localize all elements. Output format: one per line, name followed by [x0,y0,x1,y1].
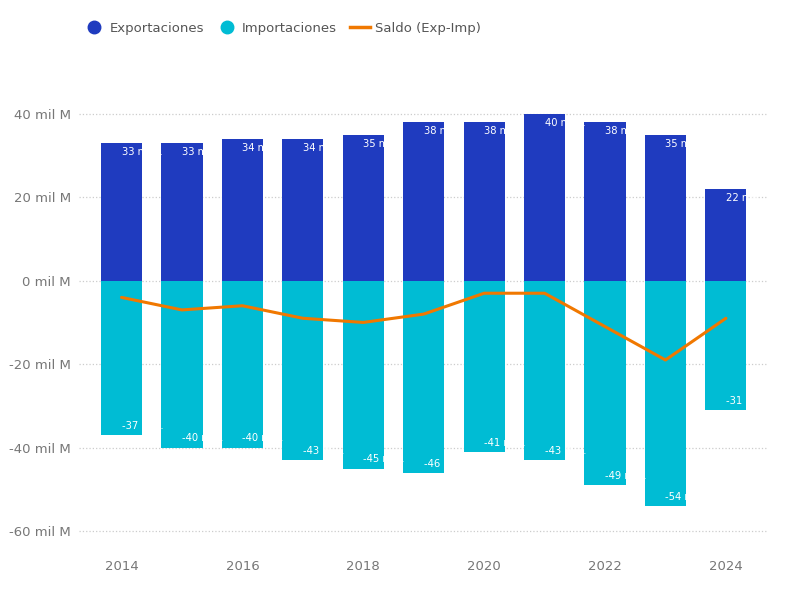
Bar [584,122,626,281]
Text: -54 mi...: -54 mi... [665,492,707,502]
Text: -41 mi...: -41 mi... [484,437,526,448]
Bar [706,281,747,410]
Bar [584,281,626,485]
Bar [282,139,323,281]
Bar [403,281,444,473]
Text: -46 mi...: -46 mi... [424,458,466,469]
Bar [222,139,263,281]
Bar [403,122,444,281]
Text: -31 mi...: -31 mi... [726,396,767,406]
Bar [101,281,142,435]
Bar [162,281,203,448]
Text: 35 mil...: 35 mil... [665,139,706,149]
Text: 35 mil...: 35 mil... [364,139,404,149]
Bar [524,281,565,460]
Text: 34 mil...: 34 mil... [242,143,284,153]
Bar [101,143,142,281]
Text: -49 mi...: -49 mi... [605,471,647,481]
Text: -40 mi...: -40 mi... [182,433,223,443]
Text: 22 mil...: 22 mil... [726,193,767,203]
Text: 33 mil...: 33 mil... [121,147,162,157]
Legend: Exportaciones, Importaciones, Saldo (Exp-Imp): Exportaciones, Importaciones, Saldo (Exp… [79,16,486,40]
Bar [463,122,505,281]
Text: 38 mil...: 38 mil... [484,126,525,136]
Text: 38 mil...: 38 mil... [424,126,464,136]
Bar [162,143,203,281]
Text: 33 mil...: 33 mil... [182,147,223,157]
Bar [222,281,263,448]
Text: -43 mi...: -43 mi... [545,446,586,456]
Bar [524,114,565,281]
Text: -40 mi...: -40 mi... [242,433,284,443]
Text: 34 mil...: 34 mil... [303,143,344,153]
Text: -43 mi...: -43 mi... [303,446,345,456]
Bar [645,281,686,506]
Bar [343,134,384,281]
Bar [706,189,747,281]
Text: -37 mi...: -37 mi... [121,421,163,431]
Bar [463,281,505,452]
Text: 40 mil...: 40 mil... [545,118,585,128]
Text: 38 mil...: 38 mil... [605,126,645,136]
Bar [645,134,686,281]
Bar [282,281,323,460]
Text: -45 mi...: -45 mi... [364,454,405,464]
Bar [343,281,384,469]
